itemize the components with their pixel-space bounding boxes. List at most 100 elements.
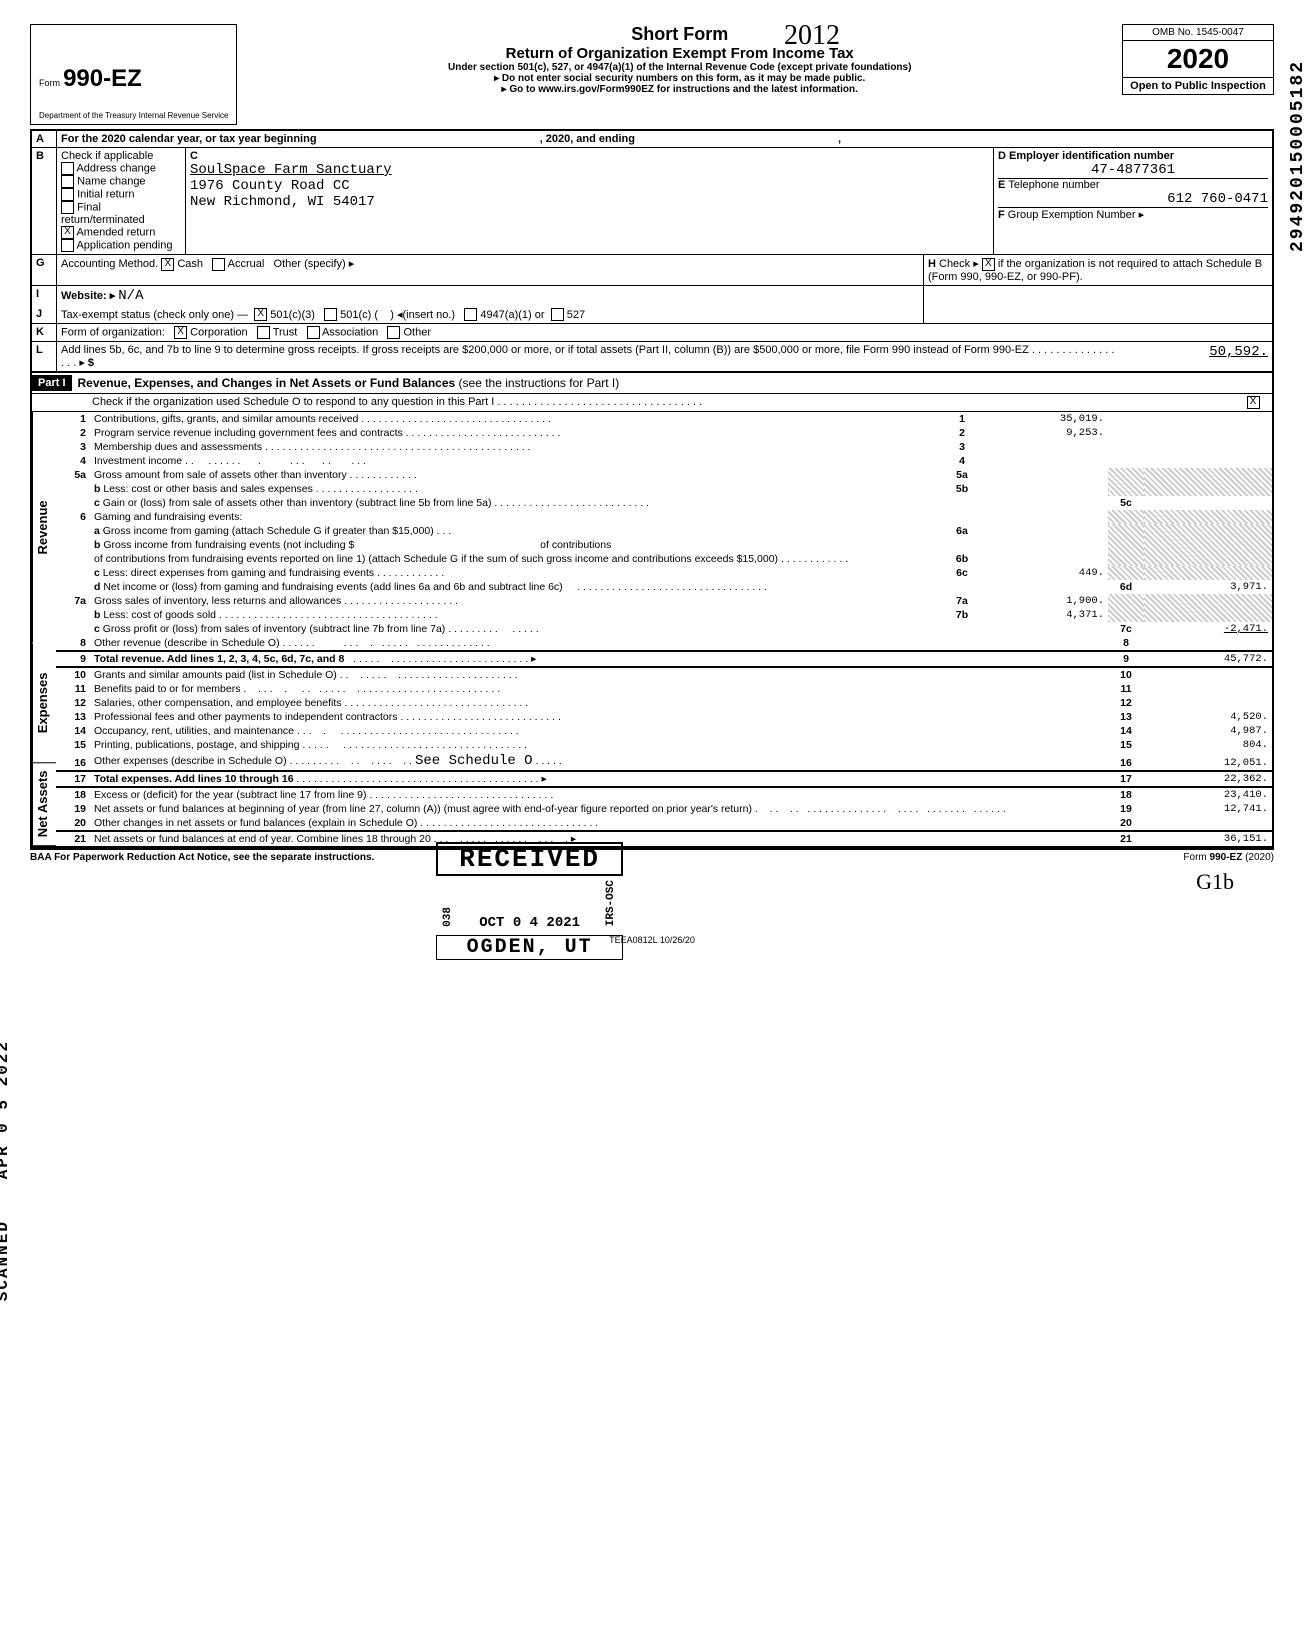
- cb-part1-schedO[interactable]: X: [1247, 396, 1260, 409]
- form-prefix: Form: [39, 78, 60, 88]
- l5c-t: Gain or (loss) from sale of assets other…: [103, 497, 492, 509]
- l17-n: 17: [1108, 771, 1144, 787]
- footer-teea: TEEA0812L 10/26/20: [30, 935, 1274, 945]
- l6d-a: 3,971.: [1144, 580, 1272, 594]
- l19-n: 19: [1108, 802, 1144, 816]
- l13-a: 4,520.: [1144, 710, 1272, 724]
- stamp-ogden: OGDEN, UT: [436, 935, 623, 960]
- cb-4947[interactable]: [464, 308, 477, 321]
- J-501c: 501(c) (: [340, 309, 378, 321]
- l6c-a: 449.: [980, 566, 1108, 580]
- l6a-a: [980, 524, 1108, 538]
- l4-a: [980, 454, 1108, 468]
- l5b-a: [980, 482, 1108, 496]
- l14-t: Occupancy, rent, utilities, and maintena…: [94, 725, 294, 737]
- l11-t: Benefits paid to or for members: [94, 683, 240, 695]
- cb-501c[interactable]: [324, 308, 337, 321]
- L-amount: 50,592.: [1124, 342, 1272, 371]
- cb-527[interactable]: [551, 308, 564, 321]
- J-527: 527: [567, 309, 585, 321]
- row-GH: G Accounting Method. X Cash Accrual Othe…: [32, 255, 1272, 286]
- cb-name-change-label: Name change: [77, 175, 146, 187]
- l6-t: Gaming and fundraising events:: [94, 511, 242, 523]
- l2-a: 9,253.: [980, 426, 1108, 440]
- l16-a: 12,051.: [1144, 752, 1272, 771]
- footer: BAA For Paperwork Reduction Act Notice, …: [30, 848, 1274, 863]
- l21-n: 21: [1108, 831, 1144, 846]
- cb-accrual[interactable]: [212, 258, 225, 271]
- cb-cash[interactable]: X: [161, 258, 174, 271]
- cb-corp[interactable]: X: [174, 326, 187, 339]
- l4-t: Investment income: [94, 455, 182, 467]
- title-block: Short Form Return of Organization Exempt…: [237, 24, 1122, 95]
- cb-name-change[interactable]: [61, 175, 74, 188]
- cb-final-return-label: Final return/terminated: [61, 201, 145, 226]
- G-label: Accounting Method.: [61, 258, 158, 270]
- l6b-a: [980, 552, 1108, 566]
- l18-t: Excess or (deficit) for the year (subtra…: [94, 789, 367, 801]
- row-L: L Add lines 5b, 6c, and 7b to line 9 to …: [32, 342, 1272, 371]
- l5a-t: Gross amount from sale of assets other t…: [94, 469, 347, 481]
- org-name: SoulSpace Farm Sanctuary: [190, 162, 989, 178]
- l18-a: 23,410.: [1144, 787, 1272, 802]
- l1-t: Contributions, gifts, grants, and simila…: [94, 413, 358, 425]
- vlabel-revenue: Revenue: [32, 412, 56, 643]
- cb-address-change[interactable]: [61, 162, 74, 175]
- year-box: OMB No. 1545-0047 2020 Open to Public In…: [1122, 24, 1274, 95]
- A-text: For the 2020 calendar year, or tax year …: [61, 133, 317, 145]
- G-cash: Cash: [177, 258, 203, 270]
- K-corp: Corporation: [190, 327, 247, 339]
- K-label: Form of organization:: [61, 327, 165, 339]
- l7b-t: Less: cost of goods sold: [103, 609, 216, 621]
- l21-a: 36,151.: [1144, 831, 1272, 846]
- l1-n: 1: [944, 412, 980, 426]
- l18-n: 18: [1108, 787, 1144, 802]
- l5c-a: [1144, 496, 1272, 510]
- cb-trust[interactable]: [257, 326, 270, 339]
- B-label: Check if applicable: [61, 150, 181, 162]
- cb-assoc[interactable]: [307, 326, 320, 339]
- l15-a: 804.: [1144, 738, 1272, 752]
- instr1: Do not enter social security numbers on …: [247, 73, 1112, 84]
- row-A: A For the 2020 calendar year, or tax yea…: [32, 131, 1272, 148]
- l14-n: 14: [1108, 724, 1144, 738]
- form-code: 990-EZ: [63, 65, 142, 92]
- l17-a: 22,362.: [1144, 771, 1272, 787]
- l7c-n: 7c: [1108, 622, 1144, 636]
- l7a-t: Gross sales of inventory, less returns a…: [94, 595, 341, 607]
- l9-t: Total revenue. Add lines 1, 2, 3, 4, 5c,…: [94, 653, 344, 665]
- A-mid: , 2020, and ending: [540, 133, 635, 145]
- l5a-n: 5a: [944, 468, 980, 482]
- cb-amended-return[interactable]: X: [61, 226, 74, 239]
- H-text: Check ▸: [939, 258, 979, 270]
- l7b-a: 4,371.: [980, 608, 1108, 622]
- cb-other[interactable]: [387, 326, 400, 339]
- l7c-a: -2,471.: [1144, 622, 1272, 636]
- D-label: Employer identification number: [1009, 150, 1174, 162]
- side-barcode: 294920150005182: [1288, 60, 1304, 252]
- cb-H[interactable]: X: [982, 258, 995, 271]
- footer-form: Form 990-EZ (2020): [1183, 852, 1274, 863]
- form-code-box: Form 990-EZ Department of the Treasury I…: [30, 24, 237, 125]
- l10-t: Grants and similar amounts paid (list in…: [94, 669, 337, 681]
- stamp-date-left: APR 0 5 2022: [0, 1040, 12, 1179]
- l3-t: Membership dues and assessments: [94, 441, 262, 453]
- title-short: Short Form: [247, 24, 1112, 45]
- tax-year: 2020: [1123, 41, 1273, 78]
- l5b-n: 5b: [944, 482, 980, 496]
- part1-header: Part I Revenue, Expenses, and Changes in…: [32, 371, 1272, 394]
- cb-initial-return[interactable]: [61, 188, 74, 201]
- cb-amended-return-label: Amended return: [76, 226, 155, 238]
- l8-a: [1144, 636, 1272, 651]
- stamp-received-box: RECEIVED 038 OCT 0 4 2021 IRS-OSC OGDEN,…: [436, 842, 623, 960]
- l21-t: Net assets or fund balances at end of ye…: [94, 833, 431, 845]
- cb-final-return[interactable]: [61, 201, 74, 214]
- vlabel-netassets: Net Assets: [32, 763, 56, 846]
- cb-501c3[interactable]: X: [254, 308, 267, 321]
- C-label: C: [190, 150, 989, 162]
- l6b-pre: Gross income from fundraising events (no…: [103, 539, 354, 551]
- l19-a: 12,741.: [1144, 802, 1272, 816]
- cb-application-pending[interactable]: [61, 239, 74, 252]
- l11-a: [1144, 682, 1272, 696]
- instr2: Go to www.irs.gov/Form990EZ for instruct…: [247, 84, 1112, 95]
